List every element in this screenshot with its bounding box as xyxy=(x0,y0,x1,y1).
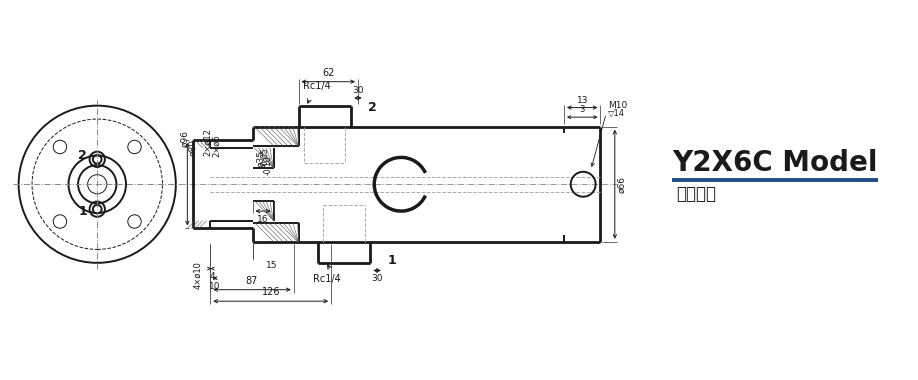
Text: 16: 16 xyxy=(257,215,269,224)
Text: ø96: ø96 xyxy=(180,130,189,147)
Text: 2: 2 xyxy=(78,149,87,162)
Text: Y2X6C Model: Y2X6C Model xyxy=(672,149,878,177)
Text: 30: 30 xyxy=(353,86,364,95)
Text: 4×ø10: 4×ø10 xyxy=(194,261,202,289)
Text: ø66: ø66 xyxy=(618,176,627,193)
Text: 2×ø6: 2×ø6 xyxy=(212,135,221,157)
Text: 4: 4 xyxy=(209,272,215,282)
Text: 30: 30 xyxy=(372,274,383,283)
Text: 15: 15 xyxy=(266,261,277,270)
Text: 2: 2 xyxy=(368,101,377,114)
Text: 2×ø12: 2×ø12 xyxy=(203,128,212,156)
Text: 10: 10 xyxy=(209,282,221,291)
Text: 87: 87 xyxy=(246,276,258,286)
Text: 62: 62 xyxy=(322,68,334,78)
Text: 法兰连接: 法兰连接 xyxy=(677,185,716,203)
Text: ø35: ø35 xyxy=(256,150,265,167)
Text: 1: 1 xyxy=(78,204,87,218)
Text: Rc1/4: Rc1/4 xyxy=(303,81,331,91)
Text: ø80: ø80 xyxy=(188,139,197,156)
Text: -0.05: -0.05 xyxy=(260,147,269,167)
Text: 13: 13 xyxy=(577,96,588,105)
Text: ▽14: ▽14 xyxy=(608,109,625,118)
Text: 1: 1 xyxy=(387,255,397,268)
Text: Rc1/4: Rc1/4 xyxy=(313,274,341,284)
Text: M10: M10 xyxy=(608,101,627,110)
Text: 126: 126 xyxy=(262,287,280,297)
Text: -0.10: -0.10 xyxy=(264,155,273,175)
Text: 3: 3 xyxy=(579,105,585,114)
